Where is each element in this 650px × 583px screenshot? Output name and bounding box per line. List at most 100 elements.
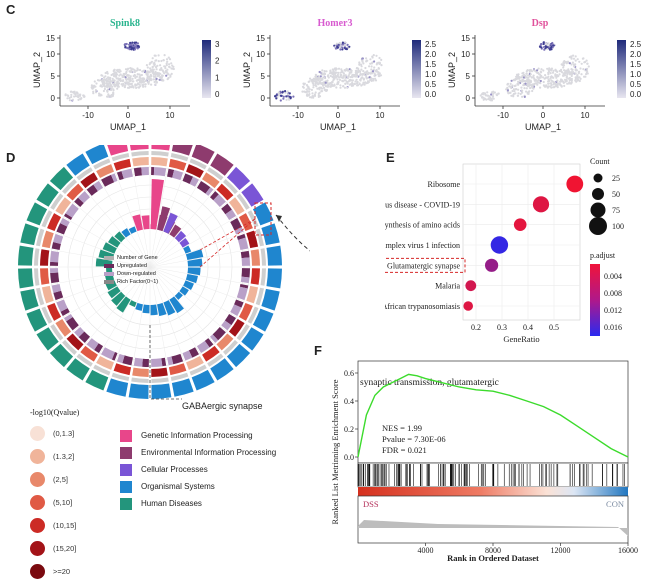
umap-point <box>103 84 106 87</box>
umap-point <box>154 54 157 57</box>
x-tick-label: 10 <box>166 111 175 120</box>
umap-point <box>165 58 169 61</box>
y-tick-label: 0 <box>51 94 56 103</box>
padj-tick-label: 0.004 <box>604 272 622 281</box>
rich-bar <box>163 300 176 316</box>
colorbar-tick: 0.5 <box>425 80 437 89</box>
umap-point <box>122 79 125 82</box>
qvalue-legend-label: (2,5] <box>53 475 69 484</box>
umap-point <box>163 65 166 68</box>
umap-point <box>118 71 121 74</box>
category-sector <box>85 145 109 165</box>
padj-tick-label: 0.012 <box>604 306 622 315</box>
umap-point <box>105 82 108 85</box>
rich-bar <box>129 300 137 308</box>
qvalue-sector <box>96 164 114 179</box>
down-sector <box>111 173 118 183</box>
umap-point <box>541 76 545 79</box>
count-legend-label: 25 <box>612 174 620 183</box>
umap-point <box>130 70 133 73</box>
colorbar <box>412 40 421 98</box>
umap-point <box>341 43 344 46</box>
umap-point <box>368 65 371 68</box>
umap-point <box>566 60 570 63</box>
category-sector <box>191 369 215 391</box>
umap-point <box>111 77 114 80</box>
umap-point <box>332 74 335 77</box>
rich-bar <box>187 267 201 276</box>
umap-point <box>371 56 374 59</box>
inner-legend-row: Upregulated <box>104 262 158 270</box>
umap-point <box>354 80 357 83</box>
umap-point <box>529 84 532 87</box>
umap-point <box>70 95 73 99</box>
tick-ring <box>151 377 169 383</box>
y-axis-label: UMAP_2 <box>447 52 457 88</box>
dot-point <box>465 280 477 292</box>
tick-ring <box>93 158 111 170</box>
up-sector <box>236 233 246 240</box>
umap-point <box>568 82 571 85</box>
tick-ring <box>170 153 189 162</box>
umap-point <box>556 82 560 85</box>
umap-point <box>131 44 134 47</box>
umap-point <box>536 76 539 79</box>
umap-point <box>543 48 546 51</box>
qvalue-legend-title: -log10(Qvalue) <box>30 408 80 417</box>
umap-point <box>279 91 282 94</box>
highlight-box <box>385 257 466 273</box>
umap-point <box>124 72 127 75</box>
umap-point <box>580 73 583 76</box>
umap-point <box>522 76 526 79</box>
umap-point <box>539 79 542 83</box>
x-axis-label: UMAP_1 <box>320 122 356 132</box>
umap-point <box>157 60 160 63</box>
umap-point <box>488 95 491 98</box>
umap-point <box>563 69 566 72</box>
colorbar-tick: 0.0 <box>630 90 642 99</box>
umap-point <box>544 47 547 50</box>
umap-point <box>550 67 554 70</box>
category-sector <box>85 369 109 391</box>
rich-bar-highlight <box>150 179 165 230</box>
umap-point <box>325 85 328 88</box>
tick-ring <box>189 364 207 376</box>
dot-point <box>490 236 509 254</box>
category-sector <box>49 343 74 368</box>
circos-plot <box>18 145 310 400</box>
umap-point <box>523 87 526 90</box>
umap-point <box>170 72 173 75</box>
umap-point <box>492 97 495 100</box>
category-sector <box>128 383 149 399</box>
umap-point <box>172 67 175 71</box>
umap-point <box>544 45 547 48</box>
umap-point <box>562 66 565 69</box>
umap-point <box>579 77 582 80</box>
umap-point <box>587 65 590 68</box>
umap-point <box>538 81 541 84</box>
down-sector <box>65 203 79 218</box>
count-legend-dot <box>592 188 604 200</box>
umap-point <box>136 82 140 85</box>
umap-point <box>139 85 142 88</box>
y-tick-label: 0 <box>466 94 471 103</box>
umap-point <box>326 75 329 78</box>
umap-point <box>315 76 319 80</box>
category-sector <box>191 145 215 165</box>
qvalue-legend-dot <box>30 426 45 441</box>
umap-point <box>373 60 376 63</box>
umap-point <box>566 72 569 75</box>
umap-point <box>357 84 360 87</box>
umap-point <box>168 58 172 61</box>
umap-point <box>566 82 569 85</box>
down-sector <box>237 237 249 250</box>
category-sector <box>106 378 129 397</box>
umap-point <box>91 87 94 90</box>
umap-point <box>360 63 363 66</box>
colorbar-tick: 1 <box>215 73 220 82</box>
umap-point <box>358 74 361 77</box>
umap-point <box>107 78 111 81</box>
rich-bar <box>183 280 194 291</box>
qvalue-legend-row: (15,20] <box>30 537 76 560</box>
umap-point <box>77 96 80 99</box>
